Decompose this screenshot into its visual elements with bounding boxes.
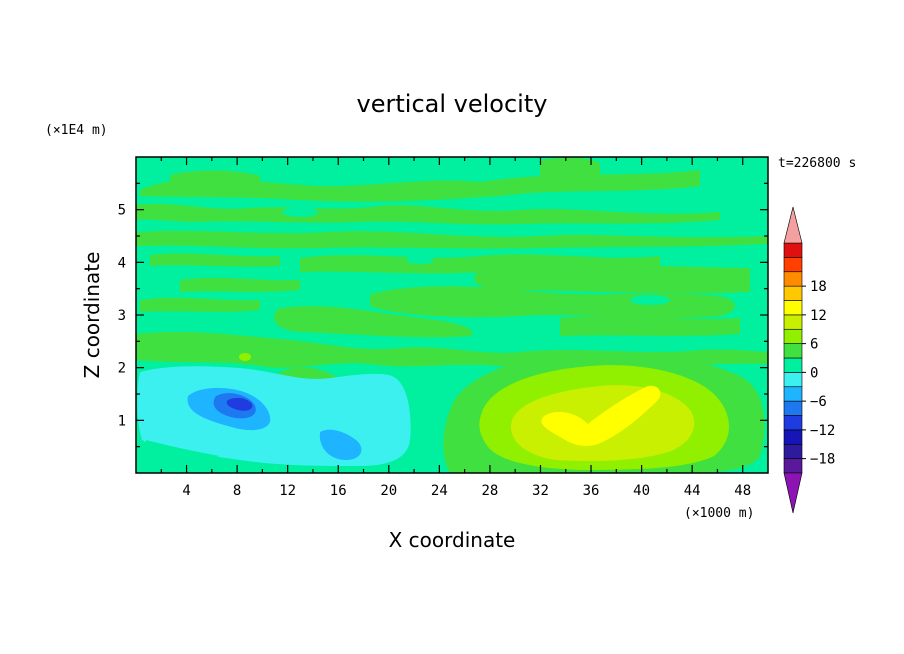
band <box>274 306 473 338</box>
colorbar-swatch <box>783 314 803 330</box>
y-unit-label: (×1E4 m) <box>45 123 108 138</box>
x-tick-label: 36 <box>583 483 600 499</box>
colorbar-label: −6 <box>810 394 827 410</box>
blob <box>282 207 318 217</box>
colorbar-swatch <box>783 415 803 431</box>
colorbar-swatch <box>783 372 803 388</box>
blob <box>630 295 670 305</box>
contour-minus6b <box>319 429 362 460</box>
colorbar-swatch <box>783 242 803 258</box>
colorbar-label: 0 <box>810 365 818 381</box>
colorbar-label: −18 <box>810 452 835 468</box>
band <box>560 316 740 336</box>
colorbar-swatch <box>783 300 803 316</box>
x-tick-label: 32 <box>532 483 549 499</box>
colorbar-under-arrow <box>783 472 803 514</box>
colorbar-label: 18 <box>810 279 827 295</box>
colorbar-swatch <box>783 271 803 287</box>
colorbar-swatch <box>783 357 803 373</box>
x-tick-label: 48 <box>734 483 751 499</box>
blob <box>239 353 251 361</box>
upper-bands <box>136 157 768 396</box>
y-tick-label: 4 <box>118 255 126 271</box>
colorbar-swatch <box>783 257 803 273</box>
blob <box>406 256 434 264</box>
y-ticks: 1 2 3 4 5 <box>118 182 768 448</box>
time-label: t=226800 s <box>778 156 856 171</box>
downdraft-region <box>137 366 411 466</box>
small-features <box>239 207 670 361</box>
colorbar-swatch <box>783 400 803 416</box>
band <box>170 170 260 188</box>
band <box>150 253 280 267</box>
contour-plus9 <box>541 385 661 446</box>
band <box>370 286 735 318</box>
updraft-region <box>443 351 765 473</box>
x-tick-label: 12 <box>279 483 296 499</box>
band <box>474 265 750 294</box>
colorbar-swatch <box>783 429 803 445</box>
contour-minus3b <box>146 440 220 460</box>
colorbar-swatch <box>783 343 803 359</box>
colorbar-label: −12 <box>810 423 835 439</box>
x-axis-title: X coordinate <box>389 528 516 552</box>
colorbar-swatch <box>783 386 803 402</box>
velocity-field <box>136 157 768 473</box>
x-tick-label: 44 <box>684 483 701 499</box>
x-tick-label: 20 <box>380 483 397 499</box>
colorbar-over-arrow <box>783 206 803 244</box>
colorbar-swatch <box>783 285 803 301</box>
colorbar: 18 12 6 0 −6 −12 −18 <box>783 206 835 514</box>
band <box>140 297 260 312</box>
x-tick-label: 4 <box>182 483 190 499</box>
band <box>136 230 768 249</box>
x-tick-label: 8 <box>233 483 241 499</box>
y-tick-label: 5 <box>118 203 126 219</box>
band <box>136 203 720 225</box>
colorbar-label: 12 <box>810 308 827 324</box>
x-tick-label: 40 <box>633 483 650 499</box>
x-ticks: 4 8 12 16 20 24 28 32 36 40 44 48 <box>160 157 751 499</box>
colorbar-swatch <box>783 443 803 459</box>
band <box>180 277 300 292</box>
x-tick-label: 24 <box>431 483 448 499</box>
x-tick-label: 28 <box>481 483 498 499</box>
y-tick-label: 3 <box>118 308 126 324</box>
band <box>540 157 600 182</box>
colorbar-swatch <box>783 328 803 344</box>
contour-minus12 <box>226 397 253 411</box>
y-tick-label: 2 <box>118 361 126 377</box>
y-axis-title: Z coordinate <box>80 252 104 379</box>
x-unit-label: (×1000 m) <box>684 506 754 521</box>
x-tick-label: 16 <box>330 483 347 499</box>
colorbar-label: 6 <box>810 337 818 353</box>
y-tick-label: 1 <box>118 413 126 429</box>
colorbar-swatch <box>783 458 803 474</box>
chart-title: vertical velocity <box>357 90 548 118</box>
